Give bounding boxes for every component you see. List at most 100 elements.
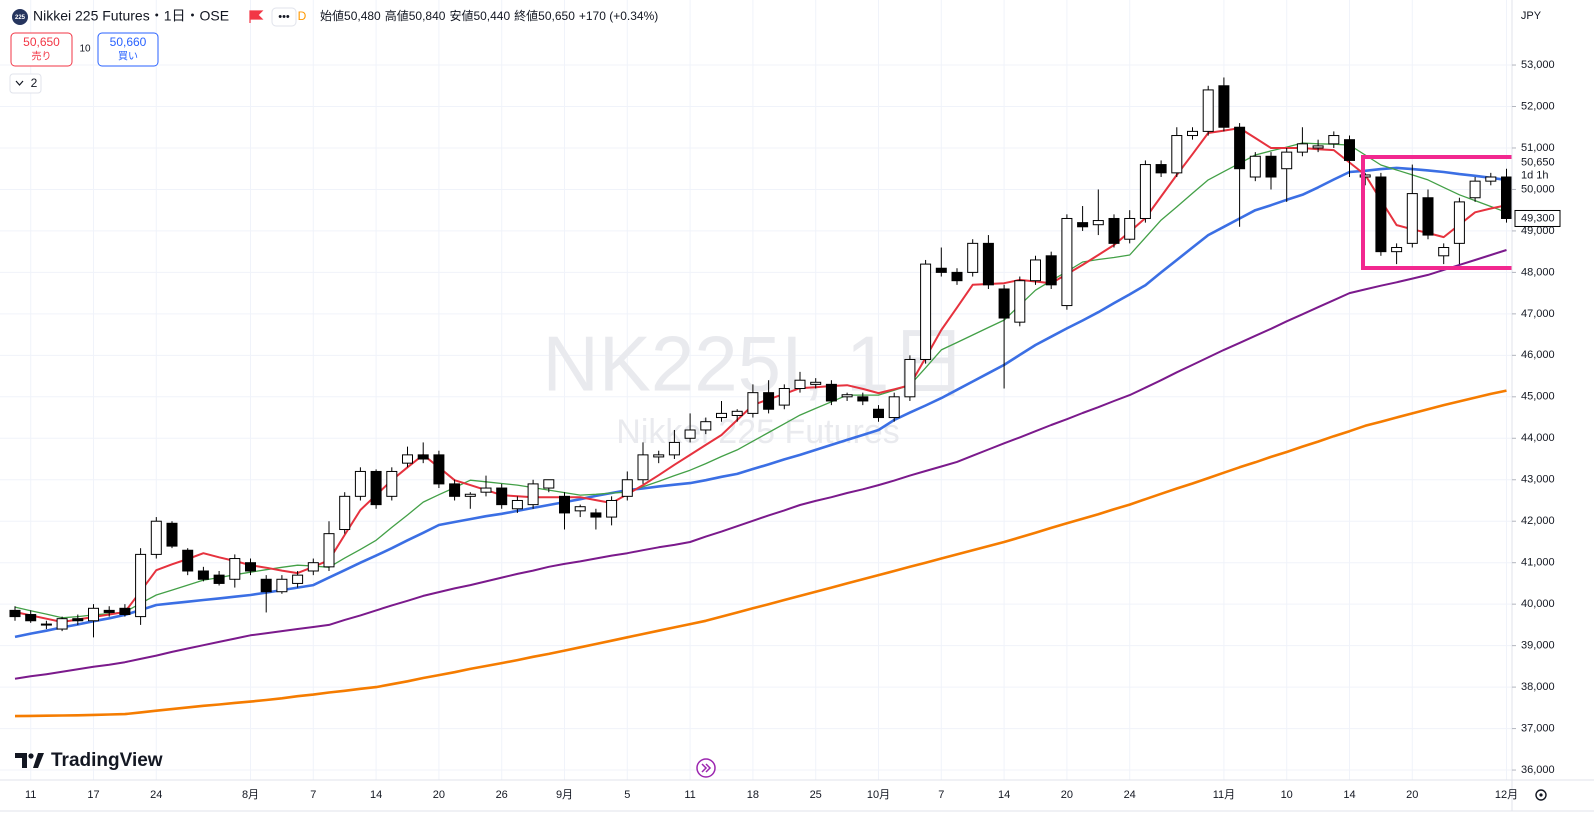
- ohlc-label: 終値: [514, 8, 538, 23]
- ohlc-label: 始値: [320, 8, 344, 23]
- candles: [9, 77, 1512, 638]
- buy-label: 買い: [118, 51, 138, 63]
- candle-body: [653, 454, 665, 458]
- price-label: 50,650: [1521, 156, 1555, 168]
- y-tick-label: 51,000: [1521, 142, 1555, 154]
- candle-body: [1124, 217, 1136, 240]
- candle-body: [1501, 176, 1512, 219]
- candle-body: [1469, 180, 1481, 199]
- ohlc-value: 50,840: [409, 9, 446, 23]
- candle-body: [1406, 193, 1418, 244]
- candle-body: [1265, 155, 1277, 178]
- settings-icon[interactable]: [1535, 789, 1547, 801]
- flag-icon[interactable]: [249, 10, 264, 23]
- candle-body: [56, 618, 68, 630]
- candle-body: [496, 487, 508, 506]
- y-tick-label: 53,000: [1521, 59, 1555, 71]
- candle-body: [1296, 143, 1308, 153]
- candle-body: [135, 553, 147, 618]
- candle-body: [433, 454, 445, 485]
- y-tick-label: 42,000: [1521, 515, 1555, 527]
- symbol-icon[interactable]: [12, 9, 28, 25]
- candle-body: [511, 499, 523, 510]
- x-tick-label: 26: [496, 789, 508, 801]
- price-countdown: 1d 1h: [1521, 169, 1549, 181]
- x-tick-label: 25: [810, 789, 822, 801]
- y-tick-label: 45,000: [1521, 391, 1555, 403]
- candle-body: [920, 263, 932, 360]
- x-tick-label: 10月: [867, 789, 890, 801]
- candle-body: [1391, 247, 1403, 253]
- x-tick-label: 8月: [242, 789, 259, 801]
- x-tick-label: 7: [938, 789, 944, 801]
- y-tick-label: 41,000: [1521, 557, 1555, 569]
- candle-body: [1375, 176, 1387, 253]
- candle-body: [1485, 176, 1497, 182]
- candle-body: [386, 470, 398, 497]
- x-tick-label: 11: [684, 789, 695, 801]
- y-tick-label: 38,000: [1521, 681, 1555, 693]
- x-tick-label: 10: [1281, 789, 1293, 801]
- candle-body: [621, 479, 633, 497]
- ma-line: [14, 389, 1507, 718]
- quantity[interactable]: 10: [79, 44, 91, 55]
- x-tick-label: 9月: [556, 789, 573, 801]
- y-tick-label: 46,000: [1521, 349, 1555, 361]
- candle-body: [857, 396, 869, 402]
- candle-body: [904, 358, 916, 398]
- settings-dot: [1539, 793, 1543, 797]
- ohlc-label: 安値: [449, 8, 473, 23]
- candle-body: [1045, 255, 1057, 286]
- candle-body: [998, 288, 1010, 319]
- candle-body: [213, 574, 225, 584]
- currency[interactable]: JPY: [1521, 10, 1542, 22]
- candle-body: [260, 578, 272, 593]
- price-axis: [1512, 0, 1594, 831]
- candle-body: [1249, 155, 1261, 178]
- y-tick-label: 52,000: [1521, 100, 1555, 112]
- y-tick-label: 39,000: [1521, 640, 1555, 652]
- candle-body: [292, 574, 304, 584]
- candle-body: [747, 392, 759, 414]
- x-tick-label: 20: [1406, 789, 1418, 801]
- candle-body: [417, 454, 429, 460]
- candle-body: [825, 383, 837, 402]
- candle-body: [229, 558, 241, 580]
- candle-body: [166, 522, 178, 547]
- logo-dot: [28, 753, 34, 759]
- symbol-icon-text: 225: [15, 15, 26, 21]
- x-tick-label: 20: [433, 789, 445, 801]
- candle-body: [276, 578, 288, 593]
- logo-text: TradingView: [51, 750, 163, 771]
- candle-body: [982, 242, 994, 286]
- candle-body: [150, 520, 162, 555]
- more-button[interactable]: [271, 7, 297, 27]
- candle-body: [1061, 217, 1073, 307]
- candle-body: [449, 483, 461, 497]
- candle-body: [951, 271, 963, 282]
- candle-body: [323, 533, 335, 568]
- candle-body: [1328, 135, 1340, 145]
- candle-body: [402, 454, 413, 464]
- price-label: 49,300: [1521, 212, 1555, 224]
- x-tick-label: 14: [370, 789, 382, 801]
- sell-button[interactable]: [10, 32, 73, 67]
- candle-body: [464, 493, 476, 497]
- candle-body: [1187, 130, 1198, 137]
- y-tick-label: 50,000: [1521, 183, 1555, 195]
- logo-mark: [15, 753, 44, 768]
- x-tick-label: 17: [87, 789, 99, 801]
- price-label-box: [1514, 209, 1561, 227]
- symbol-title[interactable]: Nikkei 225 Futures・1日・OSE: [33, 8, 229, 24]
- time-axis: [0, 780, 1512, 831]
- candle-body: [527, 483, 539, 506]
- y-tick-label: 36,000: [1521, 764, 1555, 776]
- axes: 36,000 37,000 38,000 39,000 40,000 41,000 42,0…: [25, 59, 1561, 801]
- buy-button[interactable]: [97, 32, 159, 67]
- more-dots: •••: [278, 11, 290, 23]
- candle-body: [763, 392, 775, 410]
- y-tick-label: 49,000: [1521, 225, 1555, 237]
- x-tick-label: 18: [747, 789, 759, 801]
- indicators-toggle[interactable]: [9, 73, 42, 94]
- candle-body: [1155, 164, 1167, 174]
